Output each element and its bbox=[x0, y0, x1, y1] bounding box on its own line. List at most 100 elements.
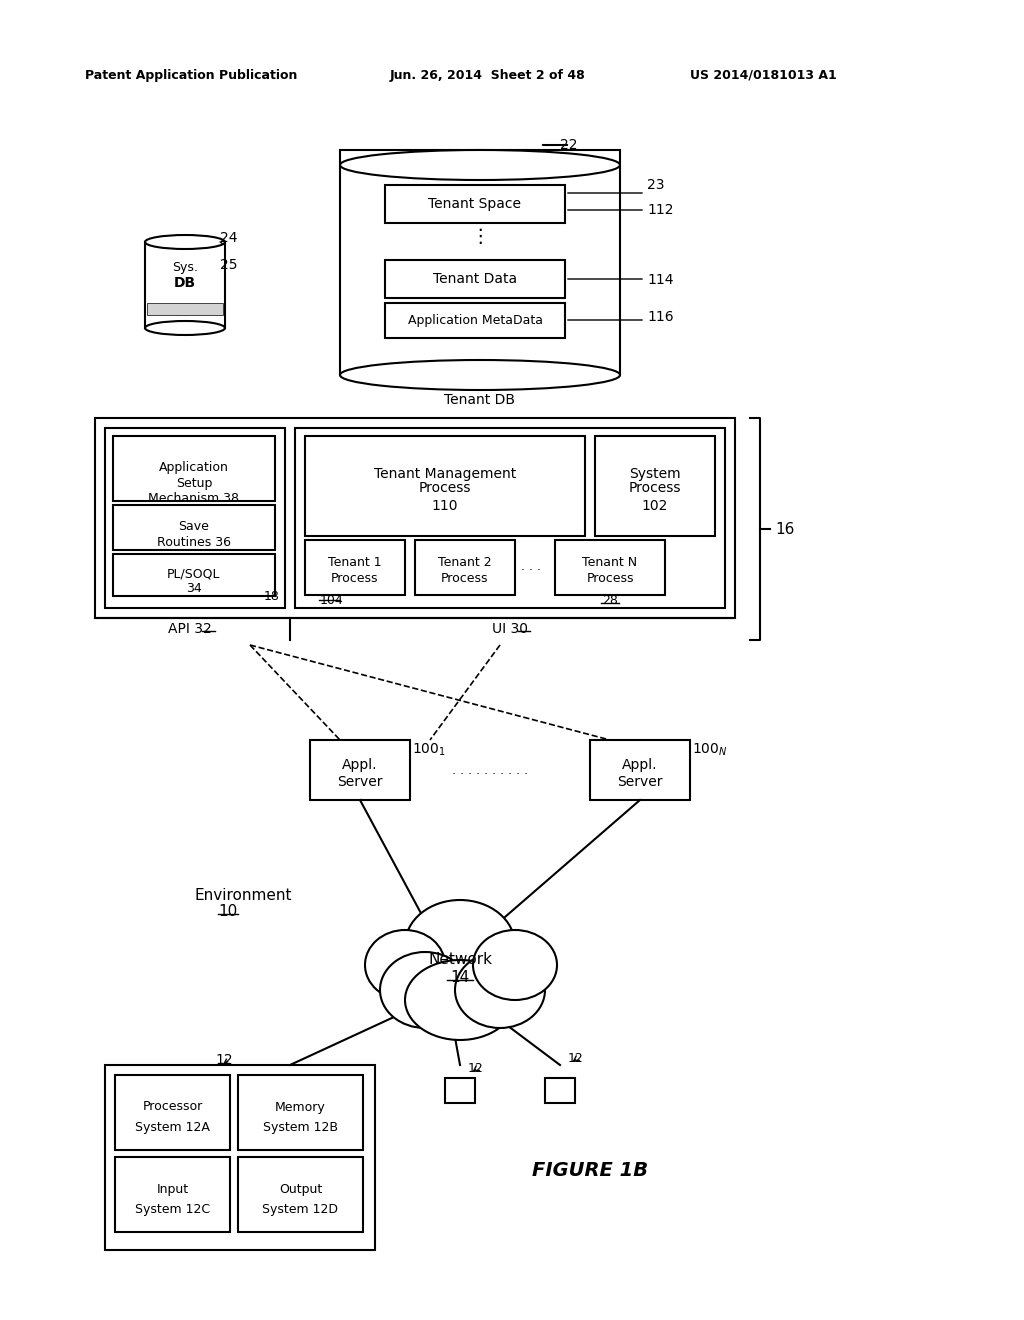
Text: Processor: Processor bbox=[142, 1101, 203, 1114]
Text: . . . . . . . . . .: . . . . . . . . . . bbox=[452, 763, 528, 776]
Bar bbox=[113, 436, 275, 502]
Ellipse shape bbox=[406, 900, 515, 990]
Text: Routines 36: Routines 36 bbox=[157, 536, 231, 549]
Text: 104: 104 bbox=[319, 594, 344, 606]
Text: Sys.: Sys. bbox=[172, 261, 198, 275]
Text: Tenant Data: Tenant Data bbox=[433, 272, 517, 286]
Ellipse shape bbox=[365, 931, 445, 1001]
Text: Process: Process bbox=[441, 572, 488, 585]
Ellipse shape bbox=[340, 360, 620, 389]
Text: Process: Process bbox=[629, 480, 681, 495]
Text: 100$_1$: 100$_1$ bbox=[412, 742, 445, 758]
Ellipse shape bbox=[380, 952, 470, 1028]
Ellipse shape bbox=[145, 235, 225, 249]
Bar bbox=[238, 1074, 362, 1150]
Text: FIGURE 1B: FIGURE 1B bbox=[531, 1160, 648, 1180]
Text: 16: 16 bbox=[775, 521, 795, 536]
Text: Process: Process bbox=[419, 480, 471, 495]
Ellipse shape bbox=[455, 952, 545, 1028]
Text: 114: 114 bbox=[647, 273, 674, 286]
Text: System 12D: System 12D bbox=[262, 1203, 339, 1216]
Text: Application MetaData: Application MetaData bbox=[408, 314, 543, 327]
Text: Tenant Management: Tenant Management bbox=[374, 467, 516, 480]
Text: Memory: Memory bbox=[275, 1101, 326, 1114]
Ellipse shape bbox=[473, 931, 557, 1001]
Text: 112: 112 bbox=[647, 203, 674, 216]
Bar bbox=[145, 242, 225, 327]
Text: 18: 18 bbox=[264, 590, 280, 603]
Text: 12: 12 bbox=[468, 1061, 483, 1074]
Text: 102: 102 bbox=[642, 499, 669, 513]
Bar bbox=[105, 428, 285, 609]
Text: Tenant N: Tenant N bbox=[583, 556, 638, 569]
Bar bbox=[115, 1158, 230, 1232]
Text: 14: 14 bbox=[451, 970, 470, 986]
Text: 23: 23 bbox=[647, 178, 665, 191]
Text: 12: 12 bbox=[215, 1053, 232, 1067]
Bar bbox=[305, 436, 585, 536]
Text: Network: Network bbox=[428, 953, 492, 968]
Text: Tenant 1: Tenant 1 bbox=[328, 556, 382, 569]
Bar bbox=[385, 185, 565, 223]
Text: System: System bbox=[629, 467, 681, 480]
Text: Server: Server bbox=[617, 775, 663, 789]
Bar bbox=[445, 1077, 475, 1102]
Bar bbox=[113, 554, 275, 597]
Text: 24: 24 bbox=[220, 231, 238, 246]
Bar bbox=[385, 260, 565, 298]
Bar bbox=[105, 1065, 375, 1250]
Text: System 12C: System 12C bbox=[135, 1203, 210, 1216]
Ellipse shape bbox=[145, 321, 225, 335]
Bar bbox=[147, 304, 223, 315]
Text: 100$_N$: 100$_N$ bbox=[692, 742, 728, 758]
Bar bbox=[305, 540, 406, 595]
Text: ⋮: ⋮ bbox=[470, 227, 489, 247]
Text: DB: DB bbox=[174, 276, 196, 290]
Text: Mechanism 38: Mechanism 38 bbox=[148, 491, 240, 504]
Text: 22: 22 bbox=[560, 139, 578, 152]
Text: 116: 116 bbox=[647, 310, 674, 323]
Text: Jun. 26, 2014  Sheet 2 of 48: Jun. 26, 2014 Sheet 2 of 48 bbox=[390, 69, 586, 82]
Text: Application: Application bbox=[159, 462, 229, 474]
Text: Server: Server bbox=[337, 775, 383, 789]
Text: 110: 110 bbox=[432, 499, 459, 513]
Text: 12: 12 bbox=[568, 1052, 584, 1064]
Ellipse shape bbox=[340, 150, 620, 180]
Text: Output: Output bbox=[279, 1183, 323, 1196]
Text: 10: 10 bbox=[218, 904, 238, 920]
Bar bbox=[113, 506, 275, 550]
Text: Patent Application Publication: Patent Application Publication bbox=[85, 69, 297, 82]
Text: API 32: API 32 bbox=[168, 622, 212, 636]
Bar bbox=[310, 741, 410, 800]
Bar bbox=[415, 540, 515, 595]
Text: UI 30: UI 30 bbox=[492, 622, 528, 636]
Text: Tenant 2: Tenant 2 bbox=[438, 556, 492, 569]
Bar bbox=[238, 1158, 362, 1232]
Text: 34: 34 bbox=[186, 582, 202, 594]
Bar bbox=[115, 1074, 230, 1150]
Text: System 12B: System 12B bbox=[263, 1121, 338, 1134]
Text: PL/SOQL: PL/SOQL bbox=[167, 568, 221, 581]
Bar bbox=[385, 304, 565, 338]
Text: Appl.: Appl. bbox=[623, 758, 657, 772]
Bar bbox=[295, 428, 725, 609]
Bar bbox=[545, 1077, 575, 1102]
Bar bbox=[595, 436, 715, 536]
Text: Save: Save bbox=[178, 520, 210, 533]
Bar bbox=[555, 540, 665, 595]
Text: Tenant Space: Tenant Space bbox=[428, 197, 521, 211]
Ellipse shape bbox=[406, 960, 515, 1040]
Text: US 2014/0181013 A1: US 2014/0181013 A1 bbox=[690, 69, 837, 82]
Text: . . . .: . . . . bbox=[513, 561, 541, 573]
Text: Process: Process bbox=[587, 572, 634, 585]
Text: Setup: Setup bbox=[176, 478, 212, 491]
Bar bbox=[95, 418, 735, 618]
Text: 28: 28 bbox=[602, 594, 617, 606]
Text: Appl.: Appl. bbox=[342, 758, 378, 772]
Bar bbox=[590, 741, 690, 800]
Text: Tenant DB: Tenant DB bbox=[444, 393, 515, 407]
Text: Input: Input bbox=[157, 1183, 188, 1196]
Text: System 12A: System 12A bbox=[135, 1121, 210, 1134]
Text: Process: Process bbox=[331, 572, 379, 585]
Text: 25: 25 bbox=[220, 257, 238, 272]
